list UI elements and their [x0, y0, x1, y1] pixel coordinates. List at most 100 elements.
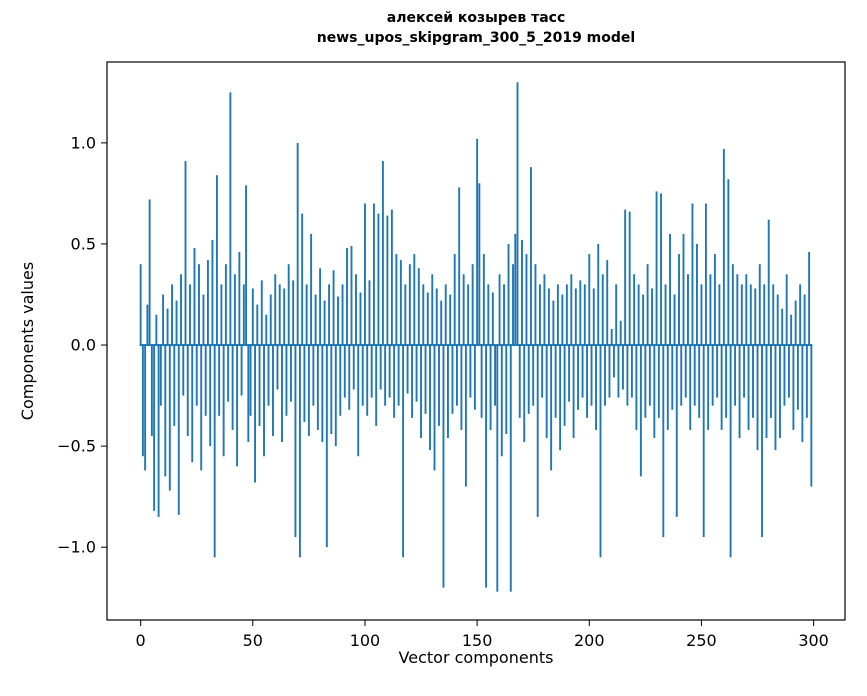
bar: [613, 345, 615, 378]
bar: [168, 345, 171, 491]
bar: [779, 345, 781, 439]
x-tick-label: 200: [574, 631, 605, 650]
bar: [166, 308, 169, 346]
bar: [211, 239, 214, 346]
bar: [637, 284, 640, 346]
bar: [745, 274, 748, 346]
bar: [213, 345, 216, 558]
bar: [639, 345, 642, 477]
bar: [274, 274, 277, 346]
bar: [550, 345, 553, 471]
bar: [790, 314, 793, 346]
bar: [689, 345, 692, 430]
bar: [538, 284, 541, 346]
bar: [469, 345, 472, 398]
bar: [399, 260, 402, 346]
bar: [642, 294, 645, 346]
bar: [671, 345, 674, 410]
bar: [433, 345, 436, 471]
bar: [343, 345, 346, 398]
bar: [269, 294, 272, 346]
bar: [267, 345, 270, 406]
bar: [355, 274, 357, 346]
bar: [301, 213, 304, 346]
bar: [144, 345, 147, 471]
bar: [498, 274, 501, 346]
bar: [404, 284, 407, 346]
bar: [455, 345, 458, 406]
bar: [561, 294, 564, 346]
bar: [563, 345, 566, 426]
bar: [408, 264, 411, 346]
bar: [397, 345, 400, 406]
bar: [388, 345, 391, 398]
bar: [341, 284, 344, 346]
bar: [202, 294, 205, 346]
bar: [198, 264, 200, 346]
bar: [696, 243, 698, 346]
bar: [420, 345, 422, 439]
bar: [289, 345, 292, 402]
bar: [229, 92, 232, 346]
bar: [159, 345, 162, 406]
bar: [476, 138, 479, 346]
bar: [361, 345, 364, 406]
bar: [292, 280, 295, 346]
bar: [139, 264, 142, 346]
x-tick-label: 250: [686, 631, 717, 650]
bar: [675, 345, 678, 517]
bar: [505, 345, 508, 434]
bar: [749, 284, 752, 346]
bar: [556, 284, 559, 346]
bar: [615, 284, 618, 346]
bar: [379, 345, 382, 390]
bar: [222, 345, 225, 457]
chart-title-line1: алексей козырев тасс: [386, 10, 566, 26]
bar: [310, 233, 313, 346]
bar: [402, 345, 405, 558]
bar: [393, 345, 396, 418]
bar: [209, 345, 212, 447]
bar: [534, 264, 537, 346]
bar: [260, 280, 263, 346]
bar: [224, 264, 227, 346]
x-tick-label: 50: [243, 631, 263, 650]
bar: [451, 345, 454, 414]
bar: [621, 345, 624, 390]
bar: [633, 274, 636, 346]
bar: [527, 345, 530, 414]
bar: [604, 345, 606, 406]
bar: [413, 254, 416, 346]
y-tick-label: 0.0: [71, 336, 96, 355]
bar: [595, 345, 597, 430]
bar: [590, 345, 593, 406]
bar: [547, 288, 550, 346]
bar: [523, 345, 526, 443]
bar: [678, 254, 680, 346]
x-tick-label: 0: [136, 631, 146, 650]
x-tick-label: 150: [462, 631, 493, 650]
x-axis-label: Vector components: [398, 648, 554, 667]
bar: [509, 345, 512, 592]
bar: [480, 345, 483, 418]
bar: [281, 345, 283, 443]
bar: [770, 345, 772, 418]
bar: [810, 345, 813, 487]
bar: [718, 284, 721, 346]
bar: [530, 167, 532, 346]
bar: [729, 345, 732, 558]
bar: [586, 345, 588, 418]
bar: [478, 183, 481, 346]
bar: [305, 284, 308, 346]
bar: [366, 345, 369, 416]
bar: [350, 245, 353, 346]
bar: [545, 345, 548, 439]
bar: [500, 345, 503, 457]
bar: [285, 345, 288, 416]
bar: [303, 345, 306, 422]
bar: [552, 300, 555, 346]
bar: [247, 345, 250, 443]
bar: [660, 193, 663, 346]
bar: [803, 294, 806, 346]
bar: [272, 345, 274, 437]
